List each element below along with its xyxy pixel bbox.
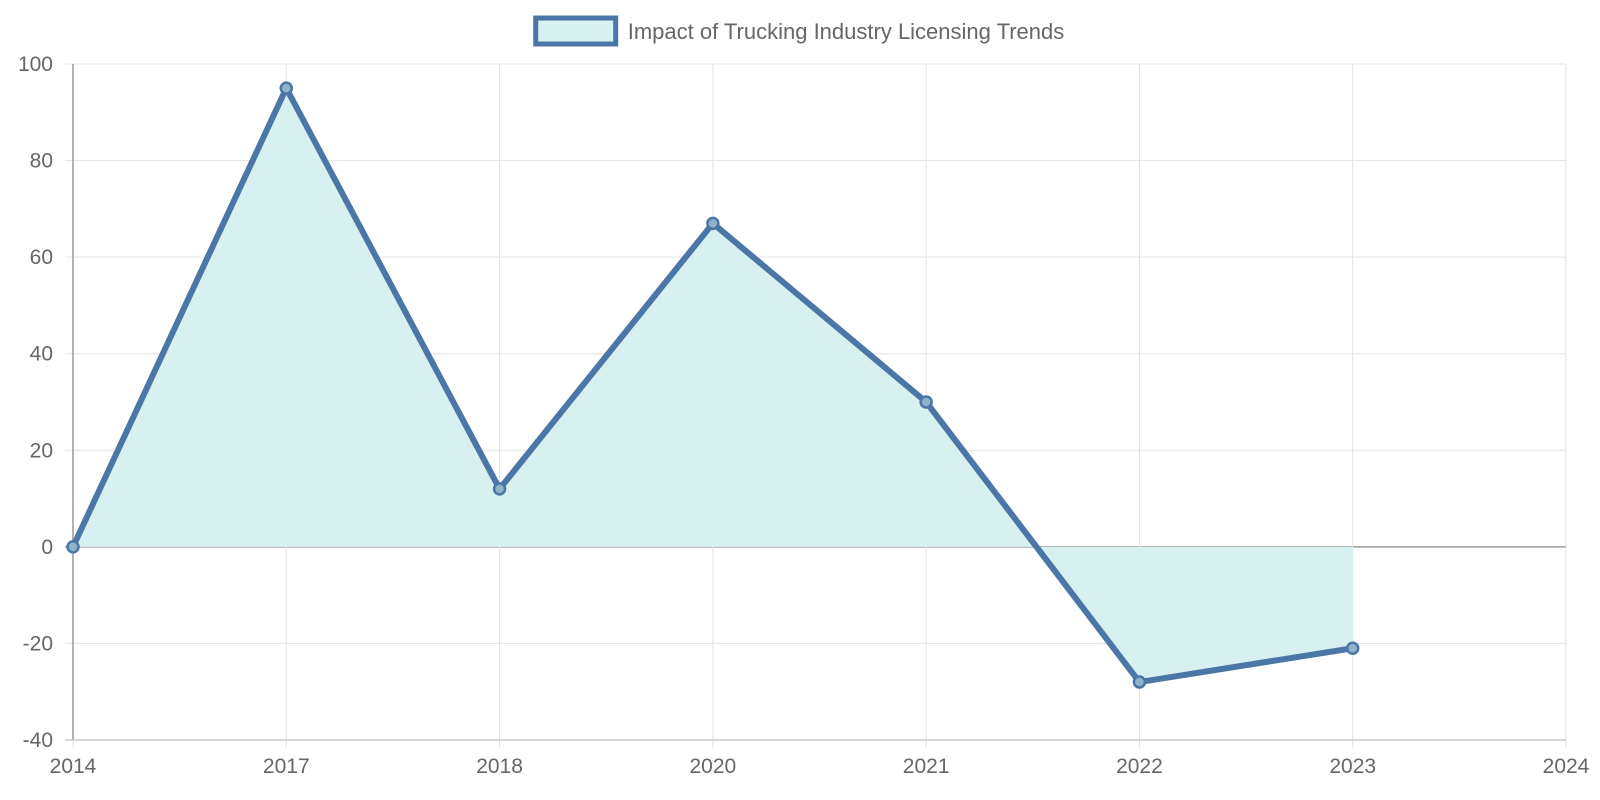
data-point — [919, 395, 933, 409]
legend-label: Impact of Trucking Industry Licensing Tr… — [628, 19, 1065, 44]
y-tick-label: 100 — [18, 53, 53, 76]
x-tick-label: 2021 — [903, 755, 950, 778]
x-tick-label: 2014 — [50, 755, 97, 778]
x-tick-label: 2023 — [1329, 755, 1376, 778]
data-point — [492, 482, 507, 496]
y-tick-label: 0 — [41, 536, 53, 559]
data-point — [706, 216, 720, 231]
legend[interactable]: Impact of Trucking Industry Licensing Tr… — [533, 15, 1065, 47]
y-tick-label: 60 — [30, 246, 53, 269]
data-point — [66, 540, 80, 554]
data-point — [279, 81, 294, 95]
x-tick-label: 2024 — [1543, 755, 1590, 778]
data-point — [1345, 641, 1360, 656]
data-point-layer — [66, 81, 1360, 689]
x-tick-label: 2020 — [689, 755, 736, 778]
axes — [65, 64, 1566, 741]
series-area-fill — [73, 88, 1353, 683]
y-tick-label: 80 — [30, 150, 53, 173]
area-fill-layer — [73, 88, 1353, 683]
x-tick-label: 2022 — [1116, 755, 1163, 778]
x-axis-tick-labels: 2014 2017 2018 2020 2021 2022 2023 2024 — [50, 755, 1590, 778]
legend-swatch — [533, 15, 619, 47]
y-tick-label: -20 — [23, 632, 53, 655]
y-tick-label: 40 — [30, 343, 53, 366]
x-tick-label: 2017 — [263, 755, 310, 778]
y-tick-label: 20 — [30, 439, 53, 462]
y-tick-label: -40 — [23, 729, 53, 752]
x-tick-label: 2018 — [476, 755, 523, 778]
data-point — [1132, 675, 1147, 689]
y-axis-tick-labels: 100 80 60 40 20 0 -20 -40 — [18, 53, 53, 752]
